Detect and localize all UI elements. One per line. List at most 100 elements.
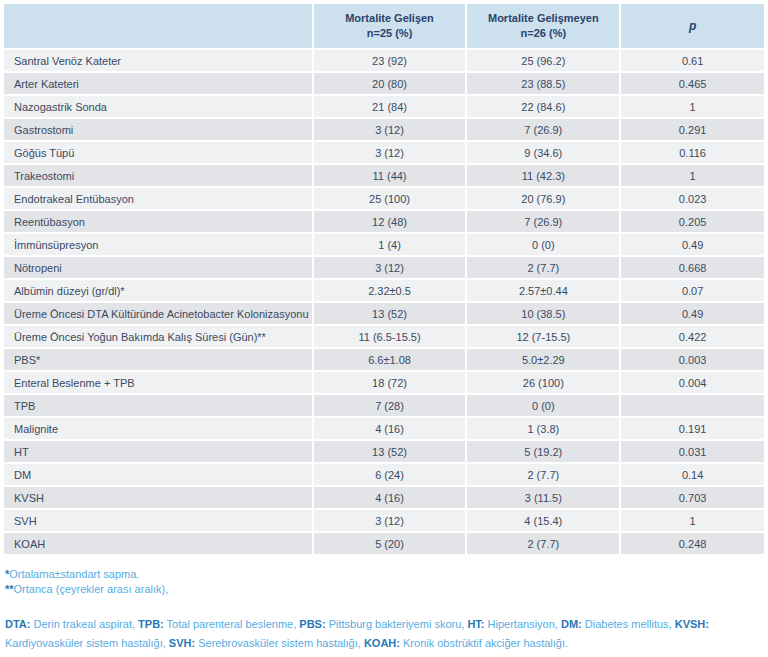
value-mortality-developed: 20 (80) bbox=[314, 73, 466, 94]
header-row: Mortalite Gelişen n=25 (%) Mortalite Gel… bbox=[4, 4, 764, 48]
value-mortality-developed: 13 (52) bbox=[314, 441, 466, 462]
table-row: İmmünsüpresyon1 (4)0 (0)0.49 bbox=[4, 234, 764, 255]
value-mortality-not-developed: 25 (96.2) bbox=[467, 50, 619, 71]
header-col1-line2: n=25 (%) bbox=[367, 27, 413, 39]
row-label: Nazogastrik Sonda bbox=[4, 96, 312, 117]
value-p: 0.49 bbox=[621, 303, 764, 324]
abbreviation-term: SVH: bbox=[169, 637, 195, 649]
row-label: Enteral Beslenme + TPB bbox=[4, 372, 312, 393]
row-label: Gastrostomi bbox=[4, 119, 312, 140]
value-p: 0.422 bbox=[621, 326, 764, 347]
abbreviations: DTA: Derin trakeal aspirat, TPB: Total p… bbox=[5, 615, 757, 653]
abbreviation-term: DTA: bbox=[5, 618, 30, 630]
value-p bbox=[621, 395, 764, 416]
row-label: TPB bbox=[4, 395, 312, 416]
value-mortality-not-developed: 10 (38.5) bbox=[467, 303, 619, 324]
row-label: Nötropeni bbox=[4, 257, 312, 278]
row-label: PBS* bbox=[4, 349, 312, 370]
value-mortality-developed: 18 (72) bbox=[314, 372, 466, 393]
value-mortality-not-developed: 7 (26.9) bbox=[467, 211, 619, 232]
value-mortality-developed: 3 (12) bbox=[314, 257, 466, 278]
table-row: PBS*6.6±1.085.0±2.290.003 bbox=[4, 349, 764, 370]
value-mortality-not-developed: 2 (7.7) bbox=[467, 464, 619, 485]
value-p: 1 bbox=[621, 510, 764, 531]
header-mortality-not-developed: Mortalite Gelişmeyen n=26 (%) bbox=[467, 4, 619, 48]
value-p: 1 bbox=[621, 96, 764, 117]
footnote-line: *Ortalama±standart sapma. bbox=[5, 567, 768, 582]
abbreviation-description: Hipertansiyon, bbox=[485, 618, 561, 630]
mortality-comparison-table: Mortalite Gelişen n=25 (%) Mortalite Gel… bbox=[2, 2, 766, 556]
value-mortality-not-developed: 0 (0) bbox=[467, 234, 619, 255]
value-mortality-developed: 5 (20) bbox=[314, 533, 466, 554]
value-mortality-not-developed: 26 (100) bbox=[467, 372, 619, 393]
value-mortality-developed: 1 (4) bbox=[314, 234, 466, 255]
row-label: Trakeostomi bbox=[4, 165, 312, 186]
row-label: Endotrakeal Entübasyon bbox=[4, 188, 312, 209]
value-mortality-not-developed: 23 (88.5) bbox=[467, 73, 619, 94]
row-label: İmmünsüpresyon bbox=[4, 234, 312, 255]
value-mortality-not-developed: 4 (15.4) bbox=[467, 510, 619, 531]
header-empty-cell bbox=[4, 4, 312, 48]
value-p: 0.291 bbox=[621, 119, 764, 140]
value-p: 0.003 bbox=[621, 349, 764, 370]
footnote-text: Ortalama±standart sapma. bbox=[9, 568, 139, 580]
row-label: DM bbox=[4, 464, 312, 485]
row-label: KOAH bbox=[4, 533, 312, 554]
footnote-marker: ** bbox=[5, 583, 14, 595]
row-label: Malignite bbox=[4, 418, 312, 439]
table-row: Gastrostomi3 (12)7 (26.9)0.291 bbox=[4, 119, 764, 140]
value-p: 0.031 bbox=[621, 441, 764, 462]
table-row: Trakeostomi11 (44)11 (42.3)1 bbox=[4, 165, 764, 186]
value-mortality-not-developed: 2 (7.7) bbox=[467, 533, 619, 554]
value-p: 0.205 bbox=[621, 211, 764, 232]
table-body: Santral Venöz Kateter23 (92)25 (96.2)0.6… bbox=[4, 50, 764, 554]
value-mortality-developed: 4 (16) bbox=[314, 487, 466, 508]
row-label: Santral Venöz Kateter bbox=[4, 50, 312, 71]
value-mortality-developed: 11 (6.5-15.5) bbox=[314, 326, 466, 347]
value-mortality-developed: 6 (24) bbox=[314, 464, 466, 485]
row-label: Üreme Öncesi Yoğun Bakımda Kalış Süresi … bbox=[4, 326, 312, 347]
table-row: Endotrakeal Entübasyon25 (100)20 (76.9)0… bbox=[4, 188, 764, 209]
value-mortality-developed: 3 (12) bbox=[314, 119, 466, 140]
value-mortality-developed: 21 (84) bbox=[314, 96, 466, 117]
table-row: Reentübasyon12 (48)7 (26.9)0.205 bbox=[4, 211, 764, 232]
value-mortality-developed: 4 (16) bbox=[314, 418, 466, 439]
table-row: Üreme Öncesi Yoğun Bakımda Kalış Süresi … bbox=[4, 326, 764, 347]
abbreviation-description: Total parenteral beslenme, bbox=[164, 618, 300, 630]
value-mortality-developed: 25 (100) bbox=[314, 188, 466, 209]
row-label: Arter Kateteri bbox=[4, 73, 312, 94]
value-mortality-not-developed: 2 (7.7) bbox=[467, 257, 619, 278]
value-mortality-developed: 23 (92) bbox=[314, 50, 466, 71]
value-p: 0.61 bbox=[621, 50, 764, 71]
table-row: Arter Kateteri20 (80)23 (88.5)0.465 bbox=[4, 73, 764, 94]
table-row: Enteral Beslenme + TPB18 (72)26 (100)0.0… bbox=[4, 372, 764, 393]
value-p: 0.703 bbox=[621, 487, 764, 508]
table-row: Nazogastrik Sonda21 (84)22 (84.6)1 bbox=[4, 96, 764, 117]
header-col1-line1: Mortalite Gelişen bbox=[345, 12, 434, 24]
value-mortality-developed: 12 (48) bbox=[314, 211, 466, 232]
table-row: Göğüs Tüpü3 (12)9 (34.6)0.116 bbox=[4, 142, 764, 163]
row-label: Reentübasyon bbox=[4, 211, 312, 232]
table-header: Mortalite Gelişen n=25 (%) Mortalite Gel… bbox=[4, 4, 764, 48]
abbreviation-term: HT: bbox=[467, 618, 484, 630]
value-mortality-not-developed: 12 (7-15.5) bbox=[467, 326, 619, 347]
abbreviation-term: TPB: bbox=[138, 618, 164, 630]
table-row: KVSH4 (16)3 (11.5)0.703 bbox=[4, 487, 764, 508]
mortality-table-section: Mortalite Gelişen n=25 (%) Mortalite Gel… bbox=[0, 0, 768, 556]
abbreviation-term: KVSH: bbox=[675, 618, 709, 630]
value-mortality-not-developed: 11 (42.3) bbox=[467, 165, 619, 186]
value-mortality-developed: 3 (12) bbox=[314, 142, 466, 163]
abbreviation-description: Diabetes mellitus, bbox=[582, 618, 675, 630]
value-mortality-not-developed: 20 (76.9) bbox=[467, 188, 619, 209]
row-label: Albümin düzeyi (gr/dl)* bbox=[4, 280, 312, 301]
abbreviation-term: PBS: bbox=[299, 618, 325, 630]
value-p: 0.248 bbox=[621, 533, 764, 554]
row-label: Üreme Öncesi DTA Kültüründe Acinetobacte… bbox=[4, 303, 312, 324]
value-mortality-not-developed: 3 (11.5) bbox=[467, 487, 619, 508]
table-row: SVH3 (12)4 (15.4)1 bbox=[4, 510, 764, 531]
table-row: Albümin düzeyi (gr/dl)*2.32±0.52.57±0.44… bbox=[4, 280, 764, 301]
p-value-label: p bbox=[689, 19, 696, 33]
value-mortality-not-developed: 1 (3.8) bbox=[467, 418, 619, 439]
value-p: 0.191 bbox=[621, 418, 764, 439]
value-mortality-not-developed: 5 (19.2) bbox=[467, 441, 619, 462]
